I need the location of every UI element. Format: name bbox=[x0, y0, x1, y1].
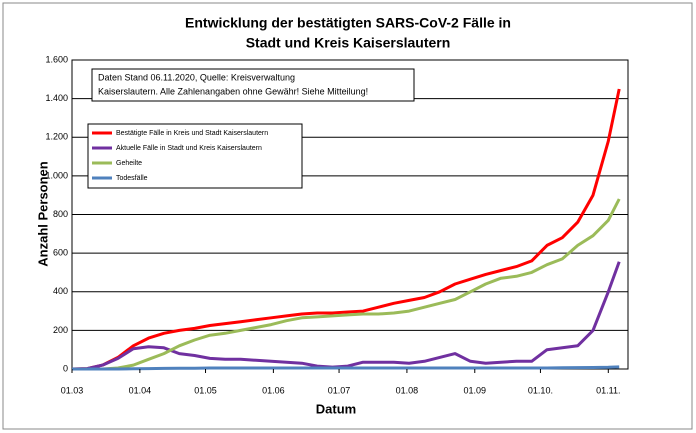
x-axis-label: Datum bbox=[316, 401, 356, 416]
x-tick-label: 01.05 bbox=[194, 385, 217, 395]
data-line bbox=[71, 88, 621, 371]
legend-label: Aktuelle Fälle in Stadt und Kreis Kaiser… bbox=[116, 145, 262, 152]
x-tick-label: 01.04 bbox=[129, 385, 152, 395]
legend-label: Todesfälle bbox=[116, 175, 148, 182]
x-tick-label: 01.10. bbox=[528, 385, 553, 395]
x-tick-label: 01.11. bbox=[596, 385, 620, 395]
data-line bbox=[71, 261, 621, 371]
y-tick-label: 1.400 bbox=[45, 93, 68, 103]
legend-label: Geheilte bbox=[116, 160, 142, 167]
chart-title: Entwicklung der bestätigten SARS-CoV-2 F… bbox=[185, 15, 511, 31]
x-tick-label: 01.07 bbox=[328, 385, 351, 395]
y-tick-label: 600 bbox=[53, 248, 68, 258]
data-line bbox=[72, 198, 621, 371]
legend-box bbox=[87, 123, 303, 189]
y-tick-label: 200 bbox=[53, 325, 68, 335]
y-tick-label: 1.200 bbox=[45, 132, 68, 142]
y-tick-label: 1.000 bbox=[45, 170, 68, 180]
annotation: Kaiserslautern. Alle Zahlenangaben ohne … bbox=[98, 86, 368, 96]
y-tick-label: 800 bbox=[53, 209, 68, 219]
legend-label: Bestätigte Fälle in Kreis und Stadt Kais… bbox=[116, 130, 268, 137]
y-tick-label: 0 bbox=[63, 363, 68, 373]
y-tick-label: 1.600 bbox=[45, 54, 68, 64]
x-tick-label: 01.08 bbox=[396, 385, 419, 395]
y-axis-label: Anzahl Personen bbox=[35, 161, 50, 267]
annotation-box bbox=[91, 68, 415, 102]
x-tick-label: 01.06 bbox=[262, 385, 285, 395]
x-tick-label: 01.03 bbox=[61, 385, 84, 395]
data-line bbox=[72, 365, 620, 371]
chart-title: Stadt und Kreis Kaiserslautern bbox=[246, 35, 451, 51]
y-tick-label: 400 bbox=[53, 286, 68, 296]
annotation: Daten Stand 06.11.2020, Quelle: Kreisver… bbox=[98, 72, 295, 82]
x-tick-label: 01.09 bbox=[464, 385, 487, 395]
